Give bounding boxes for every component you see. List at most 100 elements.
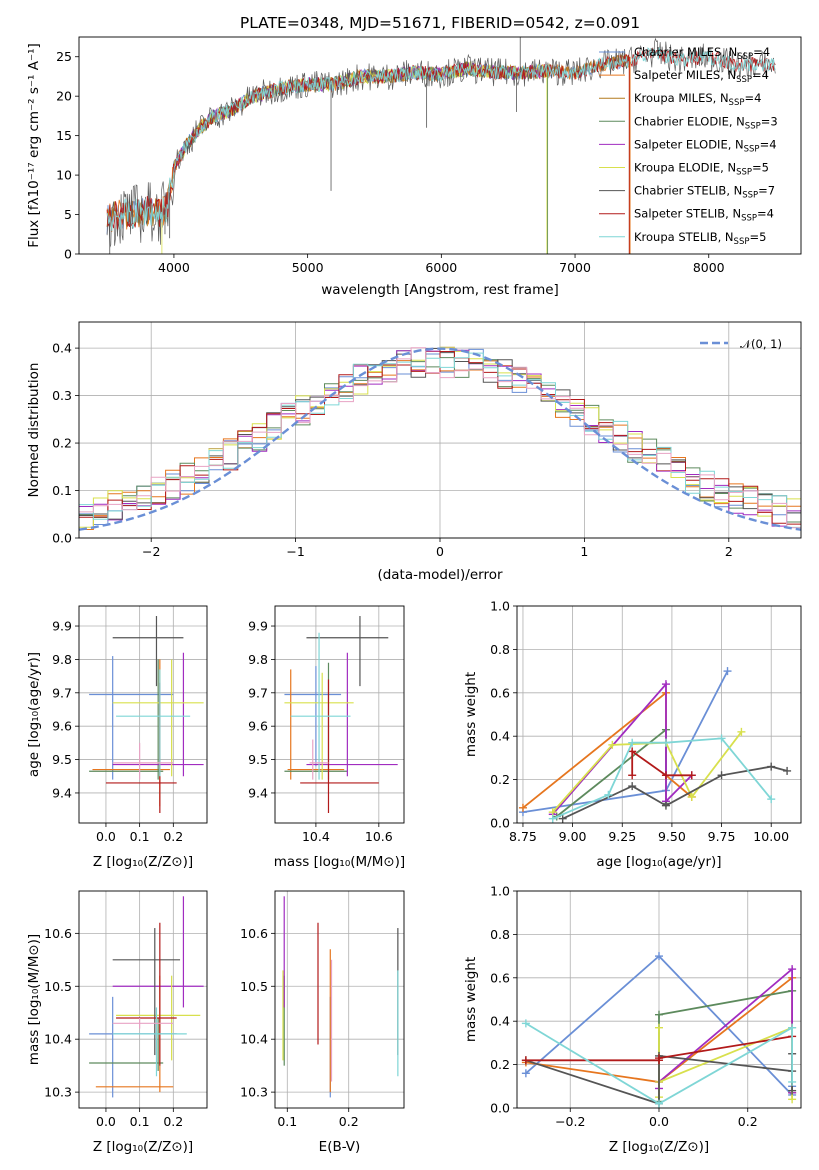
- x-tick-label: 7000: [559, 260, 591, 275]
- y-tick-label: 0.6: [490, 685, 510, 700]
- y-tick-label: 25: [56, 49, 72, 64]
- x-tick-label: 0.1: [130, 829, 150, 844]
- axes-age_vs_mass: 10.4 10.6 9.4 9.5 9.6 9.7 9.8 9.9 mass [log₁₀(M/…: [248, 605, 405, 870]
- x-tick-label: 0.2: [738, 1114, 758, 1129]
- errorbar-point: [116, 922, 177, 1066]
- y-tick-label: 0.2: [490, 772, 510, 787]
- x-tick-label: 2: [725, 544, 733, 559]
- errorbar-point: [116, 669, 191, 777]
- weight-series: [658, 989, 793, 1102]
- y-tick-label: 10.3: [44, 1085, 72, 1100]
- y-tick-label: 9.9: [248, 619, 268, 634]
- axes-frame: [78, 321, 802, 539]
- legend-label: Kroupa ELODIE, NSSP=5: [634, 161, 769, 178]
- figure-title: PLATE=0348, MJD=51671, FIBERID=0542, z=0…: [240, 14, 640, 32]
- errorbars: [282, 896, 399, 1098]
- x-tick-label: 0.2: [163, 829, 183, 844]
- spectrum-line: [106, 48, 776, 230]
- y-tick-label: 0.0: [490, 1101, 510, 1116]
- errorbar-point: [287, 669, 345, 780]
- legend-label: Kroupa MILES, NSSP=4: [634, 91, 761, 108]
- weight-lines: [521, 952, 797, 1108]
- y-tick-label: 0.0: [52, 531, 72, 546]
- errorbar-point: [112, 928, 181, 1056]
- x-tick-label: 8000: [693, 260, 725, 275]
- y-tick-label: 10.3: [240, 1085, 268, 1100]
- x-tick-label: 8.75: [509, 829, 537, 844]
- errorbar-point: [112, 659, 204, 777]
- axes-frame: [516, 605, 802, 824]
- x-tick-label: 0.1: [130, 1114, 150, 1129]
- axes-frame: [274, 890, 405, 1109]
- axes-weight_vs_age: 8.75 9.00 9.25 9.50 9.75 10.00 0.0 0.2 0.4 0.6 0.8…: [463, 599, 802, 870]
- histogram-series: [79, 347, 801, 529]
- x-axis-label: Z [log₁₀(Z/Z⊙)]: [609, 1139, 709, 1155]
- weight-series: [562, 765, 788, 820]
- spectrum-lines: [106, 37, 776, 254]
- y-tick-label: 9.6: [52, 719, 72, 734]
- weight-series: [552, 731, 743, 813]
- y-axis-label: Normed distribution: [26, 363, 42, 498]
- x-tick-label: 0.2: [339, 1114, 359, 1129]
- errorbar-point: [89, 1018, 164, 1071]
- x-tick-label: 9.00: [559, 829, 587, 844]
- x-axis-label: wavelength [Angstrom, rest frame]: [321, 282, 559, 298]
- weight-lines: [518, 667, 792, 823]
- y-tick-label: 10.5: [44, 979, 72, 994]
- spectrum-line: [106, 47, 776, 231]
- x-tick-label: 9.75: [708, 829, 736, 844]
- x-axis-label: age [log₁₀(age/yr)]: [596, 854, 721, 870]
- y-tick-label: 9.9: [52, 619, 72, 634]
- y-tick-label: 9.4: [248, 785, 268, 800]
- y-tick-label: 10.5: [240, 979, 268, 994]
- errorbar-point: [112, 742, 174, 780]
- y-tick-label: 20: [56, 89, 72, 104]
- x-tick-label: 0.2: [163, 1114, 183, 1129]
- legend-label: 𝒩(0, 1): [740, 337, 782, 351]
- y-tick-label: 9.5: [248, 752, 268, 767]
- errorbar-point: [309, 739, 329, 780]
- histogram-series: [79, 352, 801, 528]
- histogram-series: [79, 351, 801, 525]
- x-tick-label: 0.1: [277, 1114, 297, 1129]
- y-tick-label: 10.4: [44, 1032, 72, 1047]
- weight-series: [552, 737, 772, 820]
- y-tick-label: 0.4: [52, 341, 72, 356]
- x-tick-label: −2: [142, 544, 160, 559]
- y-tick-label: 9.8: [52, 652, 72, 667]
- weight-series: [631, 749, 692, 777]
- y-tick-label: 0.4: [490, 729, 510, 744]
- legend-label: Chabrier MILES, NSSP=4: [634, 45, 770, 62]
- axes-mass_vs_ebv: 0.1 0.2 10.3 10.4 10.5 10.6 E(B-V): [240, 890, 405, 1155]
- axes-weight_vs_Z: −0.2 0.0 0.2 0.0 0.2 0.4 0.6 0.8 1.0 Z [log₁₀(Z/Z…: [463, 884, 802, 1155]
- y-tick-label: 0.1: [52, 483, 72, 498]
- x-tick-label: 4000: [158, 260, 190, 275]
- y-tick-label: 9.7: [248, 685, 268, 700]
- x-tick-label: 0.0: [96, 1114, 116, 1129]
- weight-series: [525, 1022, 793, 1105]
- errorbars: [89, 896, 204, 1098]
- x-tick-label: 10.6: [365, 829, 393, 844]
- y-tick-label: 0.2: [52, 436, 72, 451]
- y-tick-label: 0.8: [490, 642, 510, 657]
- y-tick-label: 1.0: [490, 599, 510, 614]
- histograms: [79, 346, 801, 531]
- errorbar-point: [89, 659, 164, 780]
- y-axis-label: mass weight: [463, 957, 479, 1042]
- y-tick-label: 10.4: [240, 1032, 268, 1047]
- legend-label: Salpeter STELIB, NSSP=4: [634, 207, 774, 224]
- y-axis-label: mass [log₁₀(M/M⊙)]: [26, 934, 42, 1065]
- axes-frame: [516, 890, 802, 1109]
- x-tick-label: 6000: [425, 260, 457, 275]
- x-tick-label: 0: [436, 544, 444, 559]
- y-tick-label: 15: [56, 128, 72, 143]
- errorbar-point: [112, 896, 204, 1008]
- x-tick-label: 10.00: [753, 829, 789, 844]
- x-tick-label: 0.0: [649, 1114, 669, 1129]
- x-tick-label: 9.25: [608, 829, 636, 844]
- y-tick-label: 1.0: [490, 884, 510, 899]
- y-tick-label: 9.6: [248, 719, 268, 734]
- y-axis-label: age [log₁₀(age/yr)]: [26, 652, 42, 777]
- legend-label: Salpeter MILES, NSSP=4: [634, 68, 769, 85]
- x-axis-label: mass [log₁₀(M/M⊙)]: [274, 854, 405, 870]
